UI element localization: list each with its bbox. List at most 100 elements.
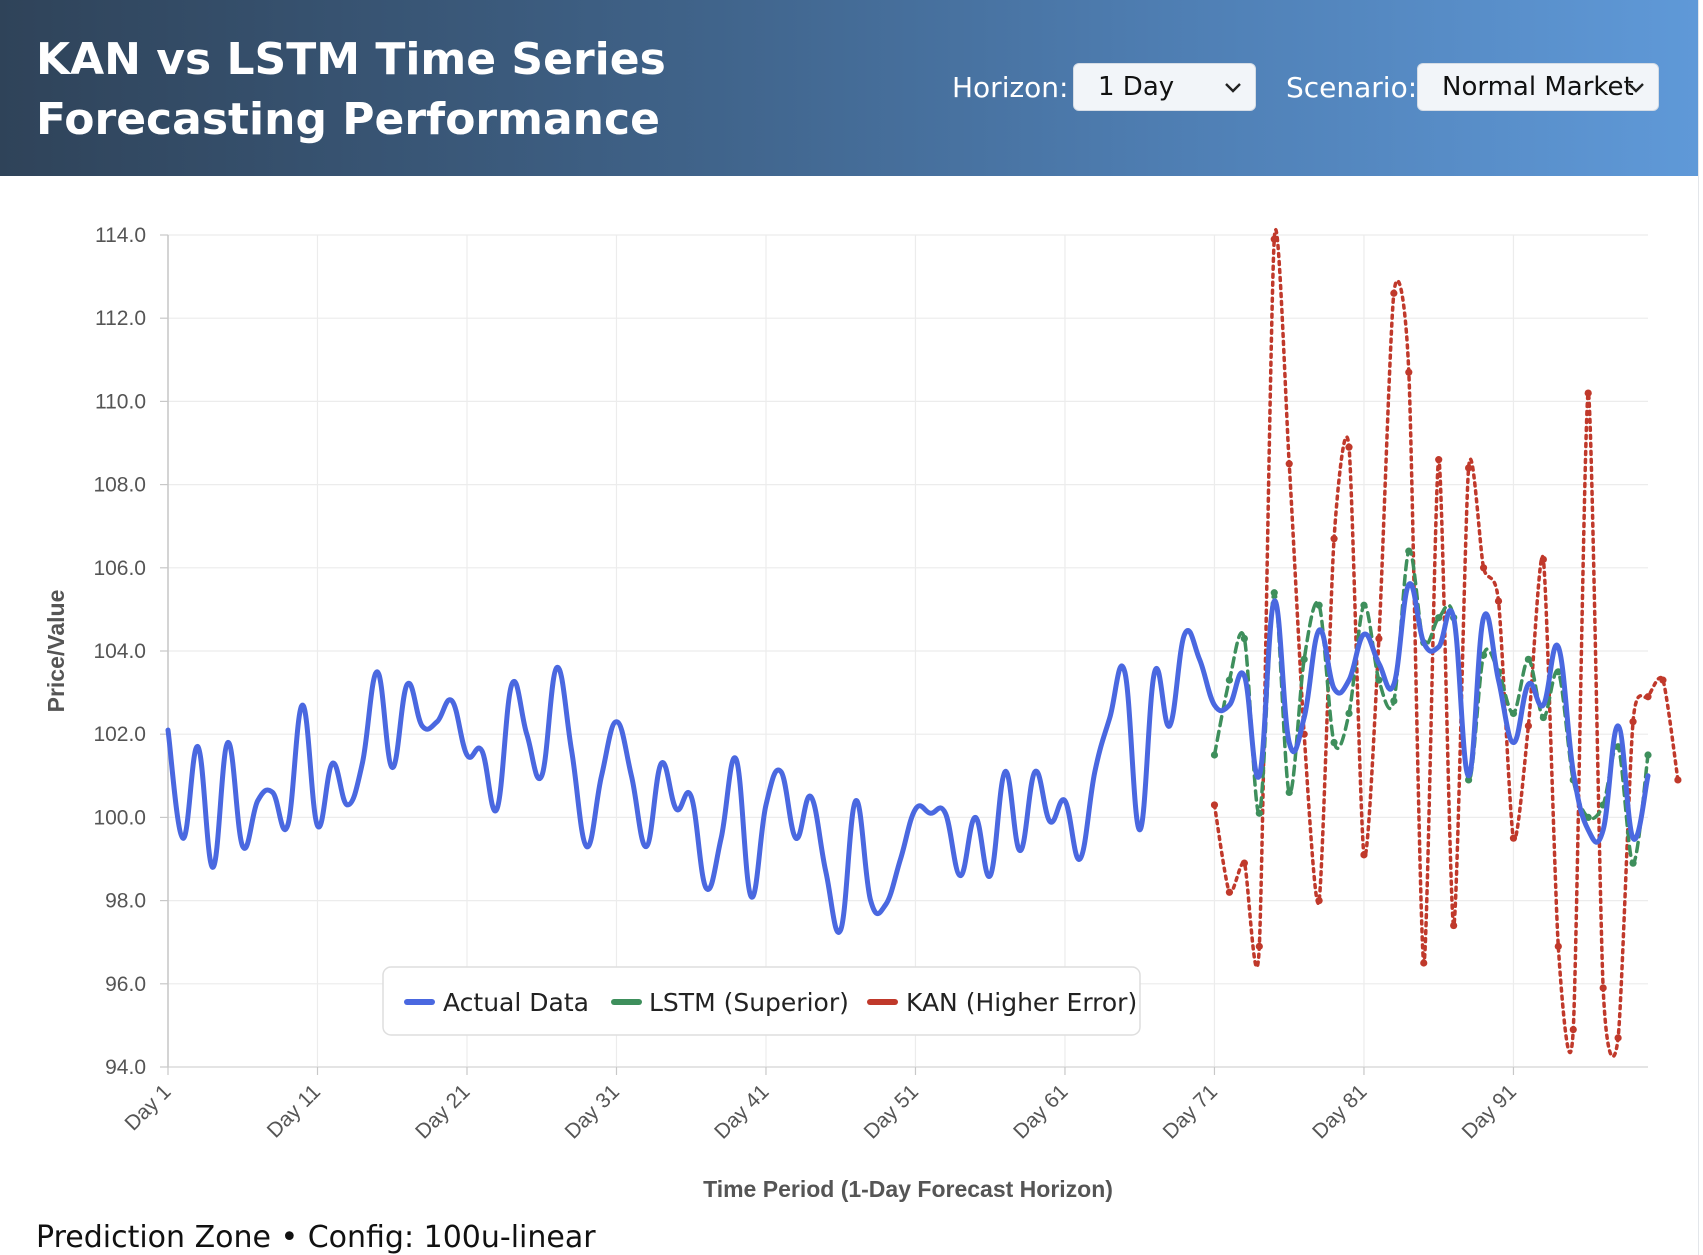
series-line-kan <box>1212 227 1680 1059</box>
data-point-lstm <box>1614 743 1622 751</box>
data-point-kan <box>1629 718 1637 726</box>
data-point-lstm <box>1435 614 1443 622</box>
y-tick-label: 108.0 <box>93 474 146 497</box>
data-point-lstm <box>1405 547 1413 555</box>
data-point-kan <box>1375 634 1383 643</box>
scenario-select[interactable]: Normal Market <box>1417 63 1659 111</box>
chevron-down-icon <box>1626 64 1646 110</box>
data-point-lstm <box>1240 634 1248 643</box>
x-tick-label: Day 31 <box>561 1080 624 1143</box>
data-point-kan <box>1479 564 1488 572</box>
y-tick-label: 100.0 <box>93 806 146 829</box>
data-point-kan <box>1674 776 1682 784</box>
data-point-lstm <box>1210 751 1219 759</box>
data-point-lstm <box>1465 776 1473 784</box>
horizon-select[interactable]: 1 Day <box>1073 63 1256 111</box>
data-point-kan <box>1345 443 1353 451</box>
data-point-kan <box>1240 859 1248 867</box>
legend-label-lstm: LSTM (Superior) <box>649 988 849 1017</box>
header-bar: KAN vs LSTM Time Series Forecasting Perf… <box>0 0 1698 176</box>
series-layer <box>165 227 1682 1059</box>
data-point-kan <box>1644 693 1652 701</box>
horizon-label: Horizon: <box>952 71 1069 104</box>
y-tick-label: 110.0 <box>95 390 146 413</box>
y-tick-label: 112.0 <box>95 307 146 330</box>
data-point-lstm <box>1509 709 1518 718</box>
page-title: KAN vs LSTM Time Series Forecasting Perf… <box>36 34 666 145</box>
data-point-kan <box>1569 1025 1577 1034</box>
data-point-kan <box>1659 676 1667 684</box>
data-point-lstm <box>1375 676 1383 684</box>
data-point-lstm <box>1345 709 1353 718</box>
data-point-lstm <box>1390 697 1398 705</box>
series-line-actual <box>165 581 1651 935</box>
data-point-lstm <box>1270 589 1278 597</box>
data-point-kan <box>1210 801 1219 809</box>
legend-label-actual: Actual Data <box>443 988 589 1017</box>
x-tick-label: Day 51 <box>860 1080 923 1143</box>
legend-item-actual[interactable]: Actual Data <box>404 988 589 1017</box>
legend-item-kan[interactable]: KAN (Higher Error) <box>867 988 1137 1017</box>
data-point-kan <box>1524 722 1533 730</box>
y-tick-label: 106.0 <box>93 557 146 580</box>
y-tick-label: 96.0 <box>105 973 146 996</box>
legend-box <box>382 966 1141 1036</box>
data-point-lstm <box>1584 813 1592 822</box>
legend-item-lstm[interactable]: LSTM (Superior) <box>611 988 849 1017</box>
x-tick-label: Day 91 <box>1458 1080 1521 1143</box>
chevron-down-icon <box>1223 64 1243 110</box>
data-point-kan <box>1450 921 1458 930</box>
data-point-kan <box>1360 851 1368 859</box>
x-tick-label: Day 71 <box>1159 1080 1222 1143</box>
x-tick-label: Day 41 <box>710 1080 773 1143</box>
data-point-kan <box>1465 464 1473 472</box>
prediction-zone-note: Prediction Zone • Config: 100u-linear <box>36 1220 596 1255</box>
data-point-kan <box>1390 289 1398 297</box>
data-point-kan <box>1255 942 1263 950</box>
y-tick-label: 114.0 <box>95 224 146 247</box>
data-point-lstm <box>1644 751 1652 759</box>
y-tick-label: 94.0 <box>105 1056 146 1079</box>
data-point-kan <box>1225 888 1234 896</box>
x-tick-label: Day 21 <box>411 1080 474 1143</box>
x-axis-ticks: Day 1 Day 11 Day 21 Day 31 Day 41 Day 51 Day 6… <box>120 1067 1521 1144</box>
data-point-lstm <box>1225 676 1234 684</box>
data-point-kan <box>1405 368 1413 376</box>
data-point-kan <box>1315 897 1323 905</box>
data-point-lstm <box>1330 738 1338 747</box>
y-axis-ticks: 94.0 96.0 98.0 100.0 102.0 104.0 106.0 108.0 110… <box>93 224 168 1079</box>
scenario-select-value: Normal Market <box>1442 72 1634 102</box>
data-point-lstm <box>1629 859 1637 867</box>
data-point-kan <box>1330 535 1338 543</box>
data-point-kan <box>1539 555 1547 564</box>
data-point-lstm <box>1315 601 1323 609</box>
data-point-kan <box>1270 235 1278 243</box>
data-point-kan <box>1509 834 1518 842</box>
legend-label-kan: KAN (Higher Error) <box>906 988 1137 1017</box>
series-actual <box>165 581 1651 935</box>
scenario-label: Scenario: <box>1286 71 1418 104</box>
y-axis-title: Price/Value <box>43 590 69 713</box>
x-tick-label: Day 1 <box>120 1080 175 1135</box>
x-tick-label: Day 81 <box>1308 1080 1371 1143</box>
data-point-kan <box>1554 942 1562 950</box>
x-tick-label: Day 11 <box>263 1080 325 1142</box>
data-point-lstm <box>1285 788 1293 797</box>
x-tick-label: Day 61 <box>1009 1080 1072 1143</box>
y-tick-label: 104.0 <box>93 640 146 663</box>
y-tick-label: 98.0 <box>105 890 146 913</box>
data-point-kan <box>1599 984 1607 992</box>
line-chart: 94.0 96.0 98.0 100.0 102.0 104.0 106.0 108.0 110… <box>43 224 1682 1202</box>
data-point-lstm <box>1300 655 1308 663</box>
x-axis-title: Time Period (1-Day Forecast Horizon) <box>703 1176 1113 1202</box>
data-point-kan <box>1420 959 1428 967</box>
data-point-kan <box>1285 460 1293 468</box>
data-point-kan <box>1614 1034 1622 1042</box>
data-point-kan <box>1494 597 1503 605</box>
chart-legend: Actual Data LSTM (Superior) KAN (Higher … <box>382 966 1141 1036</box>
horizon-select-value: 1 Day <box>1098 72 1175 102</box>
series-kan <box>1210 227 1682 1059</box>
data-point-lstm <box>1360 601 1368 609</box>
data-point-kan <box>1435 456 1443 464</box>
